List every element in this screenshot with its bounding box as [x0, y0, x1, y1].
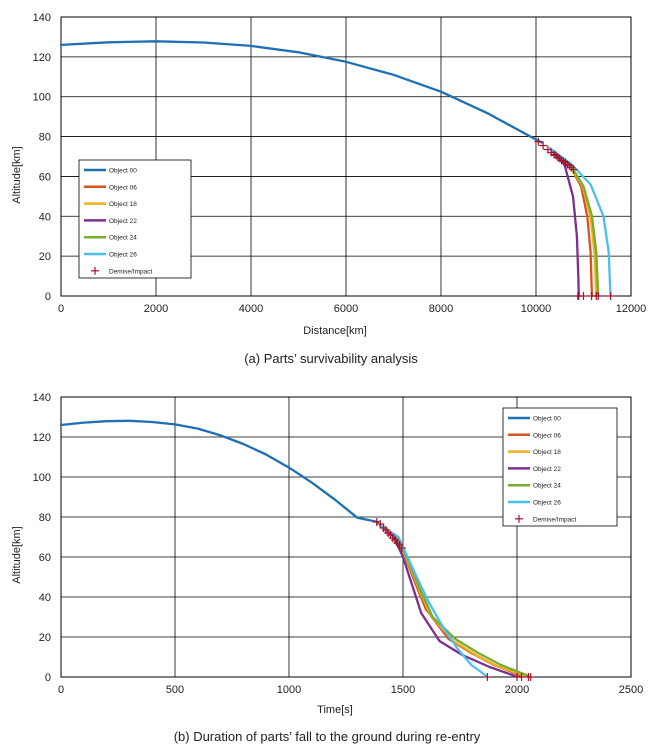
chart-a-demise-marker	[594, 292, 603, 300]
chart-a-legend-label: Object 24	[109, 235, 137, 242]
chart-b: Time[s] Altitude[km] (b) Duration of par…	[11, 392, 643, 744]
chart-b-x-tick-label: 0	[58, 684, 64, 696]
chart-b-x-tick-label: 1000	[277, 684, 301, 696]
chart-b-y-tick-label: 100	[33, 472, 51, 484]
chart-a-legend: Object 00 Object 06 Object 18 Object 22 Obje…	[78, 159, 192, 279]
chart-a-x-tick-label: 0	[58, 303, 64, 315]
chart-a-y-tick-label: 60	[39, 171, 51, 183]
chart-b-x-tick-label: 500	[166, 684, 184, 696]
chart-b-y-tick-label: 40	[39, 592, 51, 604]
chart-a-demise-marker	[569, 165, 578, 174]
chart-a-y-tick-label: 120	[33, 52, 51, 64]
chart-a-series-object-00	[59, 40, 543, 144]
chart-b-frame	[60, 396, 632, 678]
chart-a-frame	[60, 16, 632, 297]
chart-a-demise-marker	[539, 141, 548, 150]
chart-b-x-tick-label: 2000	[505, 684, 529, 696]
chart-b-legend-box	[502, 407, 618, 527]
chart-a-demise-marker	[565, 161, 574, 170]
chart-a-legend-label: Object 06	[109, 184, 137, 191]
chart-a-legend-label: Object 26	[109, 252, 137, 259]
chart-b-y-tick-label: 20	[39, 632, 51, 644]
chart-b-y-tick-label: 0	[45, 672, 51, 684]
chart-b-legend-label: Demise/Impact	[533, 516, 577, 523]
chart-a-legend-label: Object 22	[109, 218, 137, 225]
chart-a-y-tick-label: 80	[39, 132, 51, 144]
chart-b-y-tick-label: 60	[39, 552, 51, 564]
chart-a-legend-box	[78, 159, 192, 279]
chart-b-plot-area	[59, 396, 632, 681]
chart-b-demise-marker	[397, 544, 406, 552]
chart-a-x-tick-label: 4000	[239, 303, 263, 315]
chart-b-legend-label: Object 24	[533, 483, 561, 490]
chart-b-xlabel: Time[s]	[317, 704, 353, 716]
chart-a-xlabel: Distance[km]	[303, 325, 367, 337]
chart-a-ylabel: Altitude[km]	[11, 146, 23, 203]
chart-a-y-tick-label: 40	[39, 211, 51, 223]
chart-a-x-tick-label: 12000	[616, 303, 647, 315]
chart-a-series-object-26	[549, 147, 612, 298]
chart-b-legend-marker	[515, 514, 523, 523]
chart-a-x-tick-label: 8000	[429, 303, 453, 315]
chart-a-legend-label: Object 18	[109, 201, 137, 208]
chart-a-demise-marker	[579, 292, 588, 300]
chart-b-demise-marker	[526, 673, 535, 681]
chart-b-y-tick-label: 120	[33, 432, 51, 444]
chart-b-y-tick-label: 140	[33, 392, 51, 404]
chart-b-x-tick-label: 2500	[619, 684, 643, 696]
chart-a: Distance[km] Altitude[km] (a) Parts’ sur…	[11, 12, 646, 366]
chart-b-legend-label: Object 26	[533, 500, 561, 507]
chart-b-demise-marker	[483, 673, 492, 681]
chart-b-x-tick-label: 1500	[391, 684, 415, 696]
chart-b-legend-label: Object 18	[533, 449, 561, 456]
chart-a-demise-marker	[557, 156, 566, 165]
chart-b-series-object-26	[379, 523, 489, 679]
chart-b-series-object-22	[379, 523, 519, 679]
chart-a-demise-marker	[606, 292, 615, 300]
chart-a-x-tick-label: 6000	[334, 303, 358, 315]
chart-b-legend-label: Object 22	[533, 466, 561, 473]
chart-b-y-tick-label: 80	[39, 512, 51, 524]
chart-b-demise-marker	[517, 673, 526, 681]
chart-a-caption: (a) Parts’ survivability analysis	[244, 351, 418, 366]
chart-b-legend-label: Object 06	[533, 432, 561, 439]
chart-a-y-tick-label: 20	[39, 251, 51, 263]
chart-b-demise-marker	[376, 520, 385, 528]
chart-a-y-tick-label: 140	[33, 12, 51, 24]
chart-a-legend-label: Object 00	[109, 168, 137, 175]
chart-a-legend-label: Demise/Impact	[109, 268, 153, 275]
chart-a-y-tick-label: 100	[33, 92, 51, 104]
chart-a-x-tick-label: 10000	[521, 303, 552, 315]
chart-b-series-object-00	[59, 419, 380, 524]
chart-b-legend: Object 00 Object 06 Object 18 Object 22 Obje…	[502, 407, 618, 527]
chart-a-demise-marker	[534, 137, 543, 146]
chart-b-caption: (b) Duration of parts’ fall to the groun…	[174, 729, 481, 744]
chart-b-demise-marker	[372, 518, 381, 526]
chart-a-legend-marker	[91, 266, 99, 275]
chart-a-y-tick-label: 0	[45, 291, 51, 303]
chart-b-ylabel: Altitude[km]	[11, 526, 23, 583]
chart-a-x-tick-label: 2000	[144, 303, 168, 315]
chart-b-legend-label: Object 00	[533, 416, 561, 423]
